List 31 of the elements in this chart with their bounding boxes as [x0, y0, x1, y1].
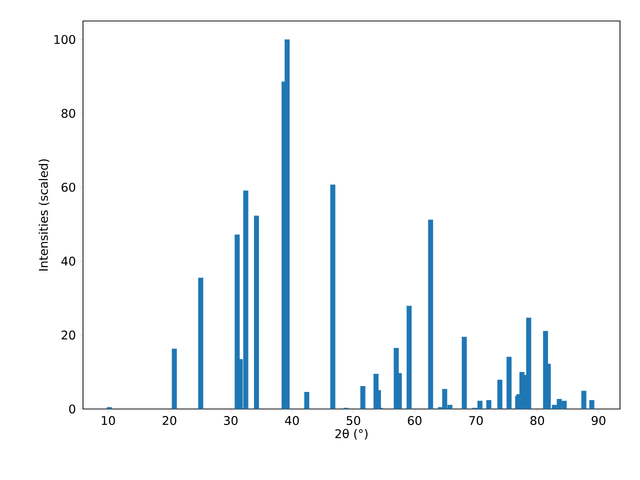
y-tick-label: 20 — [62, 330, 76, 340]
bar — [406, 306, 412, 409]
x-tick-label: 40 — [285, 416, 299, 426]
bar — [304, 392, 310, 409]
x-axis-title: 2θ (°) — [335, 428, 368, 440]
bar — [360, 386, 366, 409]
x-tick-label: 30 — [224, 416, 238, 426]
bar — [284, 39, 290, 409]
bar — [172, 348, 177, 409]
bar — [589, 400, 594, 409]
x-tick-label: 60 — [408, 416, 422, 426]
y-tick-label: 0 — [69, 404, 76, 414]
x-tick-label: 70 — [469, 416, 483, 426]
bar — [506, 356, 512, 409]
bar — [486, 400, 492, 409]
bar — [497, 380, 502, 409]
bar — [198, 278, 204, 409]
x-tick-label: 80 — [530, 416, 544, 426]
x-tick-label: 50 — [346, 416, 360, 426]
x-tick-label: 90 — [592, 416, 606, 426]
y-tick-label: 60 — [62, 182, 76, 192]
y-axis-title: Intensities (scaled) — [38, 159, 50, 271]
bar — [428, 220, 434, 409]
y-tick-label: 100 — [54, 34, 76, 44]
bar — [330, 184, 336, 409]
y-tick-label: 40 — [61, 256, 76, 266]
x-tick-label: 10 — [102, 416, 115, 426]
x-tick-label: 20 — [162, 416, 176, 426]
y-tick-label: 80 — [62, 108, 76, 118]
bar — [462, 336, 467, 409]
bar — [581, 390, 586, 409]
